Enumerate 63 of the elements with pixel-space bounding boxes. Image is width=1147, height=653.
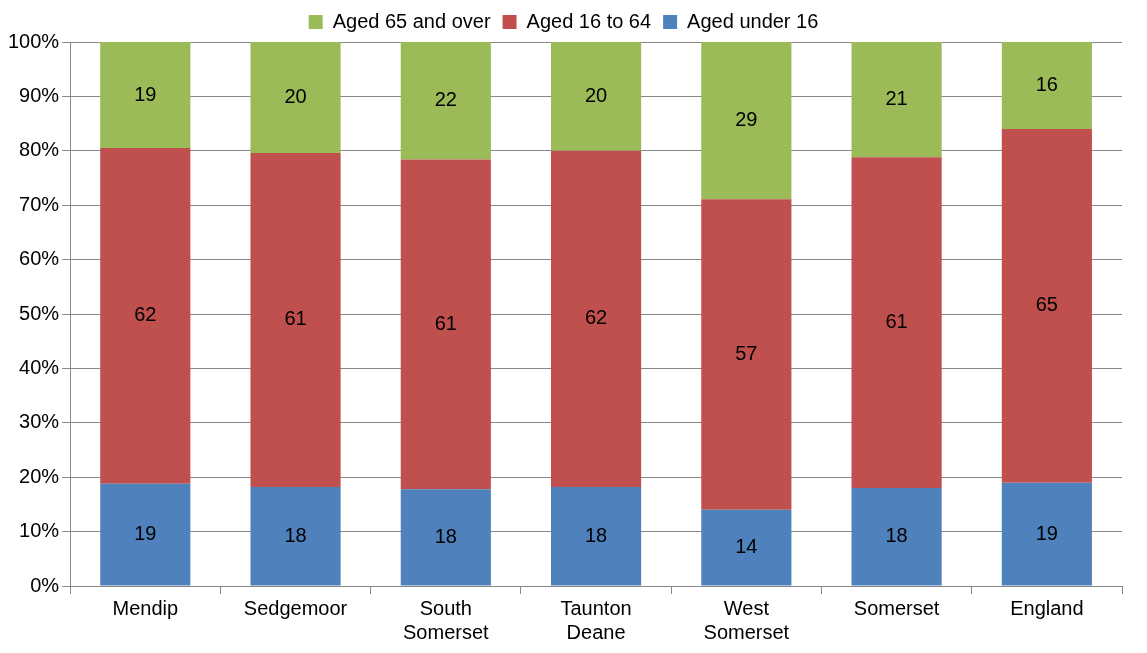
- x-tick-label: Mendip: [112, 596, 179, 619]
- legend-label: Aged 16 to 64: [526, 9, 652, 32]
- data-label: 62: [584, 306, 608, 329]
- data-label: 21: [885, 87, 908, 110]
- data-label: 61: [885, 310, 908, 333]
- bar: [100, 42, 191, 149]
- bar: [250, 152, 341, 487]
- data-label: 20: [284, 85, 307, 107]
- bar: [400, 159, 491, 490]
- y-tick-label: 20%: [19, 464, 60, 487]
- x-tick-label: Sedgemoor: [243, 596, 348, 619]
- y-tick-label: 90%: [19, 83, 60, 106]
- y-tick-label: 30%: [19, 410, 60, 433]
- bar: [701, 199, 792, 510]
- y-tick-label: 40%: [19, 355, 60, 378]
- bar: [100, 483, 191, 586]
- data-label: 61: [284, 307, 307, 330]
- bar: [551, 42, 642, 151]
- x-tick-label: West Somerset: [703, 596, 790, 643]
- data-label: 22: [434, 88, 457, 111]
- data-label: 57: [735, 342, 758, 365]
- legend-label: Aged under 16: [687, 9, 819, 32]
- y-tick-label: 0%: [30, 573, 60, 596]
- bar: [250, 42, 341, 153]
- data-label: 65: [1035, 293, 1058, 316]
- data-label: 18: [434, 524, 457, 547]
- bar: [1001, 482, 1092, 586]
- bar: [1001, 42, 1092, 130]
- y-tick-label: 10%: [19, 519, 60, 542]
- bar: [851, 157, 942, 489]
- x-tick-label: England: [1010, 596, 1084, 619]
- data-label: 19: [1035, 521, 1058, 544]
- bar: [250, 486, 341, 586]
- bar: [1001, 129, 1092, 483]
- x-tick-label: Taunton Deane: [560, 596, 632, 643]
- data-label: 18: [284, 523, 307, 546]
- data-label: 62: [134, 303, 157, 326]
- bar: [100, 148, 191, 484]
- bar: [851, 42, 942, 158]
- bar: [551, 150, 642, 487]
- y-tick-label: 80%: [19, 138, 60, 161]
- data-label: 18: [885, 524, 908, 547]
- bar: [400, 42, 491, 160]
- legend-label: Aged 65 and over: [332, 9, 491, 32]
- data-label: 20: [584, 83, 608, 106]
- y-tick-label: 70%: [19, 192, 60, 215]
- data-label: 61: [434, 311, 457, 334]
- x-tick-label: South Somerset: [403, 596, 490, 643]
- data-label: 19: [134, 82, 157, 105]
- bar: [701, 42, 792, 200]
- x-tick-label: Somerset: [853, 596, 940, 619]
- data-label: 18: [584, 523, 608, 546]
- data-label: 16: [1035, 73, 1058, 96]
- y-tick-label: 50%: [19, 301, 60, 324]
- data-label: 14: [735, 535, 758, 558]
- bar: [551, 486, 642, 586]
- data-label: 29: [735, 108, 758, 131]
- y-tick-label: 60%: [19, 247, 60, 270]
- bar: [701, 509, 792, 586]
- bar: [851, 488, 942, 586]
- data-label: 19: [134, 522, 157, 545]
- y-tick-label: 100%: [8, 29, 60, 52]
- bar: [400, 489, 491, 586]
